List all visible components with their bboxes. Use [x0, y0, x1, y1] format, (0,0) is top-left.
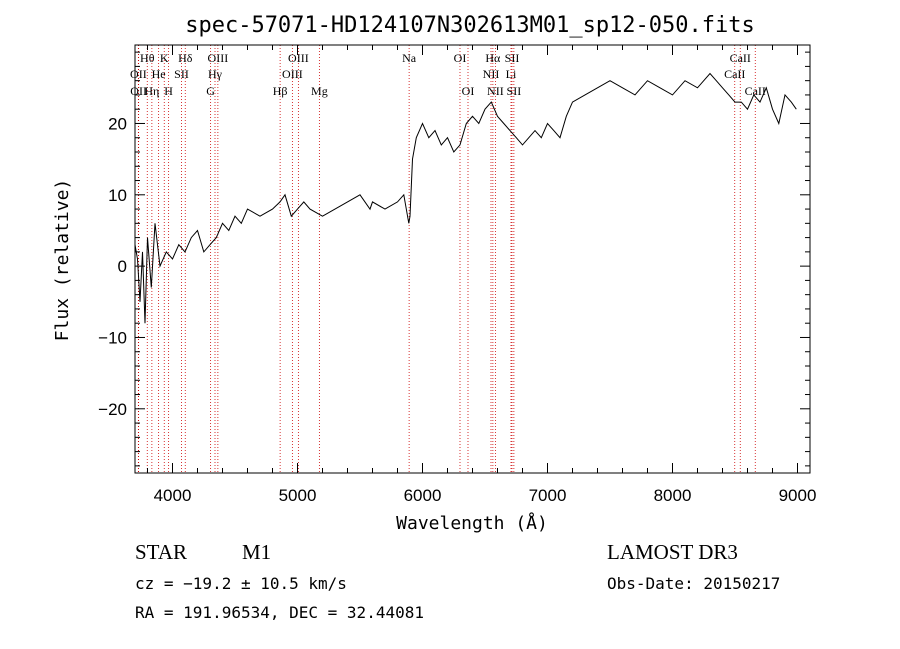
emission-line-labels: Hθ K Hδ OIII OIII Na OI Hα SII CaII OII He SII Hγ OIII…	[130, 51, 766, 98]
emission-line-label: OI	[462, 84, 475, 98]
flux-series-line	[134, 72, 797, 324]
x-tick-label: 5000	[279, 486, 317, 505]
emission-line-label: H	[164, 84, 173, 98]
y-tick-label: −10	[98, 328, 127, 347]
emission-line-label: Hα	[485, 51, 501, 65]
survey-name: LAMOST DR3	[607, 540, 738, 564]
emission-line-label: Hγ	[208, 67, 223, 81]
emission-line-label: Na	[402, 51, 417, 65]
emission-line-label: NII	[483, 67, 500, 81]
emission-line-label: OIII	[208, 51, 229, 65]
redshift-readout: cz = −19.2 ± 10.5 km/s	[135, 574, 347, 593]
emission-line-label: Hη	[144, 84, 159, 98]
emission-line-label: CaII	[724, 67, 745, 81]
x-tick-label: 4000	[154, 486, 192, 505]
emission-line-label: Hθ	[140, 51, 155, 65]
emission-line-label: OIII	[282, 67, 303, 81]
emission-line-label: Li	[506, 67, 517, 81]
emission-line-label: SII	[174, 67, 189, 81]
y-tick-label: 0	[118, 257, 127, 276]
emission-line-label: Hβ	[273, 84, 288, 98]
x-tick-label: 8000	[654, 486, 692, 505]
emission-line-label: G	[206, 84, 215, 98]
x-tick-label: 6000	[404, 486, 442, 505]
emission-line-label: OII	[130, 84, 147, 98]
y-tick-label: −20	[98, 400, 127, 419]
emission-line-label: SII	[507, 84, 522, 98]
emission-line-label: He	[152, 67, 166, 81]
x-tick-label: 7000	[529, 486, 567, 505]
x-axis-label: Wavelength (Å)	[396, 512, 548, 534]
emission-line-markers	[137, 45, 756, 473]
emission-line-label: K	[160, 51, 169, 65]
object-class: STAR	[135, 540, 187, 564]
y-axis-ticks: −20 −10 0 10 20	[98, 51, 810, 467]
y-tick-label: 20	[108, 114, 127, 133]
y-tick-label: 10	[108, 186, 127, 205]
x-axis-ticks: 4000 5000 6000 7000 8000 9000	[147, 45, 817, 505]
spectrum-chart: spec-57071-HD124107N302613M01_sp12-050.f…	[52, 13, 817, 534]
emission-line-label: SII	[505, 51, 520, 65]
y-axis-label: Flux (relative)	[52, 179, 73, 342]
emission-line-label: Mg	[311, 84, 328, 98]
emission-line-label: NII	[487, 84, 504, 98]
emission-line-label: OIII	[288, 51, 309, 65]
observation-date: Obs-Date: 20150217	[607, 574, 781, 593]
emission-line-label: Hδ	[178, 51, 193, 65]
object-subclass: M1	[242, 540, 272, 564]
emission-line-label: CaII	[730, 51, 751, 65]
emission-line-label: OII	[130, 67, 147, 81]
emission-line-label: OI	[454, 51, 467, 65]
plot-frame	[134, 44, 811, 474]
ra-dec-readout: RA = 191.96534, DEC = 32.44081	[135, 603, 424, 622]
emission-line-label: CaII	[745, 84, 766, 98]
chart-title: spec-57071-HD124107N302613M01_sp12-050.f…	[185, 13, 755, 38]
x-tick-label: 9000	[779, 486, 817, 505]
